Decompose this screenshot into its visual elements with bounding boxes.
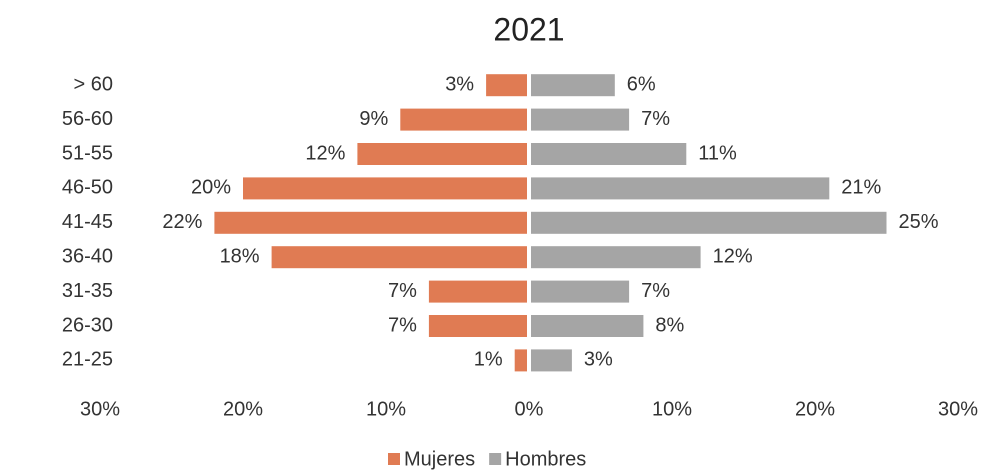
bar [428,315,527,337]
data-label: 7% [388,280,417,302]
x-tick-label: 30% [80,398,120,420]
data-label: 3% [584,349,613,371]
bar [531,177,830,200]
legend-label: Hombres [505,448,586,470]
bar [531,143,687,165]
data-label: 9% [359,108,388,130]
y-tick-label: 41-45 [62,211,113,233]
bar [214,211,527,234]
x-tick-label: 20% [795,398,835,420]
x-tick-label: 0% [515,398,544,420]
bar [531,74,615,97]
bar [486,74,527,97]
y-tick-label: 31-35 [62,280,113,302]
data-label: 3% [445,73,474,95]
data-label: 20% [191,177,231,199]
bar [531,315,644,337]
bar [531,211,887,234]
data-label: 1% [474,349,503,371]
chart-title: 2021 [493,11,564,47]
y-tick-label: 21-25 [62,349,113,371]
bar [428,280,527,303]
bar [514,349,527,372]
data-label: 25% [899,211,939,233]
y-tick-label: 51-55 [62,142,113,164]
data-label: 22% [162,211,202,233]
x-tick-label: 20% [223,398,263,420]
data-label: 7% [388,314,417,336]
bar [531,246,701,269]
y-tick-label: 46-50 [62,177,113,199]
data-label: 7% [641,280,670,302]
x-tick-label: 30% [938,398,978,420]
y-tick-label: 26-30 [62,314,113,336]
data-label: 12% [305,142,345,164]
bar [271,246,527,269]
legend-swatch [489,453,502,465]
x-tick-label: 10% [366,398,406,420]
bar [400,108,527,131]
bar [531,108,630,131]
legend-swatch [388,453,400,465]
y-tick-label: > 60 [74,73,113,95]
data-label: 18% [220,245,260,267]
legend-label: Mujeres [404,448,475,470]
bar [243,177,527,200]
bar [357,143,527,165]
data-label: 11% [698,142,737,164]
data-label: 8% [655,314,684,336]
bar [531,349,572,372]
bar [531,280,630,303]
data-label: 21% [841,177,881,199]
data-label: 6% [627,73,656,95]
x-tick-label: 10% [652,398,692,420]
y-tick-label: 36-40 [62,245,113,267]
data-label: 7% [641,108,670,130]
y-tick-label: 56-60 [62,108,113,130]
data-label: 12% [713,245,753,267]
